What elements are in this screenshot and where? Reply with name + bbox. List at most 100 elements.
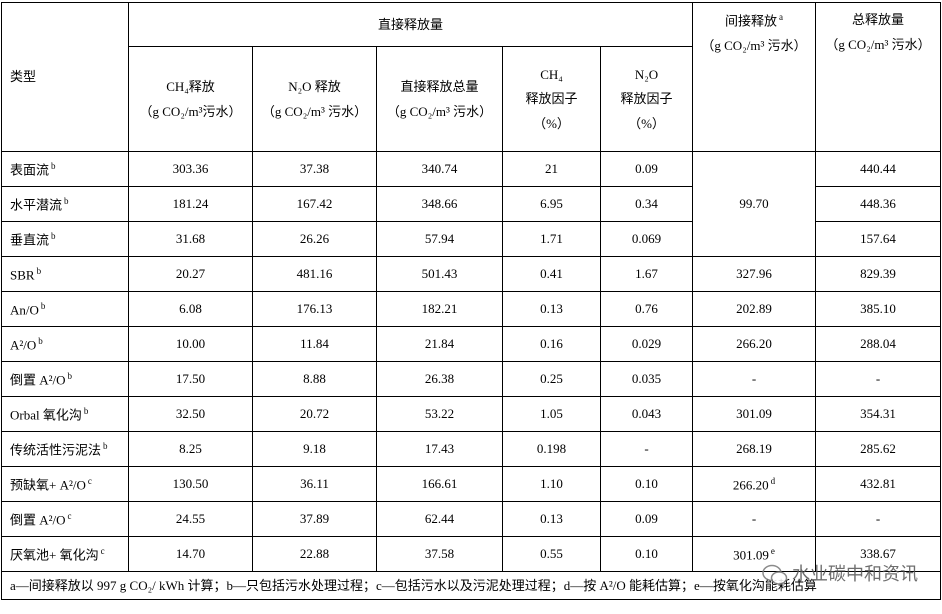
- total-cell: 285.62: [815, 431, 941, 467]
- footnote-marker: c: [100, 545, 105, 556]
- cell: 22.88: [252, 536, 377, 572]
- cell: 303.36: [128, 151, 253, 187]
- header-line: 释放因子: [525, 91, 578, 107]
- data-row: 倒置 A²/O b 17.50 8.88 26.38 0.25 0.035- -: [1, 361, 941, 397]
- data-row: A²/O b 10.00 11.84 21.84 0.16 0.029 266.20 288.0…: [1, 326, 941, 362]
- row-label: 垂直流 b: [1, 221, 129, 257]
- cell: 181.24: [128, 186, 253, 222]
- row-label: A²/O b: [1, 326, 129, 362]
- cell: 11.84: [252, 326, 377, 362]
- cell: 0.76: [600, 291, 693, 327]
- total-cell: -: [815, 501, 941, 537]
- total-cell: 385.10: [815, 291, 941, 327]
- data-row: 预缺氧+ A²/O c 130.50 36.11 166.61 1.10 0.10 266.2…: [1, 466, 941, 502]
- footnote-marker: e: [770, 545, 775, 556]
- indirect-cell: 266.20 d: [692, 466, 816, 502]
- header-line: （%）: [628, 115, 665, 131]
- cell: 9.18: [252, 431, 377, 467]
- row-type: 垂直流: [10, 231, 50, 247]
- row-type: 表面流: [10, 161, 50, 177]
- cell: 1.05: [502, 396, 601, 432]
- indirect-cell: -: [692, 501, 816, 537]
- cell-text: 327.96: [736, 266, 772, 282]
- header-line: N₂O: [634, 66, 659, 82]
- data-row: SBR b 20.27 481.16 501.43 0.41 1.67 327.96 829.3…: [1, 256, 941, 292]
- row-type: 倒置 A²/O: [10, 371, 66, 387]
- data-row: 表面流 b 303.36 37.38 340.74 21 0.09 99.70 440.44: [1, 151, 941, 257]
- footnote-marker: b: [51, 230, 56, 241]
- header-row: 类型 直接释放量 间接释放 a （g CO₂/m³ 污水） 总释放量 （g CO₂/m³ 污…: [1, 2, 941, 152]
- data-row: An/O b 6.08 176.13 182.21 0.13 0.76 202.89 385.1…: [1, 291, 941, 327]
- indirect-cell: 266.20: [692, 326, 816, 362]
- cell: 340.74: [376, 151, 503, 187]
- cell: 62.44: [376, 501, 503, 537]
- footnote-marker: b: [83, 405, 89, 416]
- cell: 0.09: [600, 501, 693, 537]
- footer-row: a—间接释放以 997 g CO₂/ kWh 计算；b—只包括污水处理过程；c—…: [1, 571, 941, 600]
- cell: 14.70: [128, 536, 253, 572]
- footnote-marker: b: [40, 300, 46, 311]
- cell: 24.55: [128, 501, 253, 537]
- total-cell: 338.67: [815, 536, 941, 572]
- cell: 0.41: [502, 256, 601, 292]
- header-text: 类型: [10, 69, 37, 85]
- cell: 36.11: [252, 466, 377, 502]
- row-label: Orbal 氧化沟 b: [1, 396, 129, 432]
- total-cell: 448.36: [815, 186, 941, 222]
- footnote-marker: c: [67, 510, 72, 521]
- cell: 10.00: [128, 326, 253, 362]
- total-cell: 829.39: [815, 256, 941, 292]
- cell: 20.72: [252, 396, 377, 432]
- cell: 37.58: [376, 536, 503, 572]
- total-cell: 288.04: [815, 326, 941, 362]
- cell: 0.34: [600, 186, 693, 222]
- cell: 57.94: [376, 221, 503, 257]
- cell: 166.61: [376, 466, 503, 502]
- row-label: SBR b: [1, 256, 129, 292]
- data-row: 水平潜流 b 181.24 167.42 348.66 6.95 0.34 448.36: [1, 186, 941, 222]
- data-row: 厌氧池+ 氧化沟 c 14.70 22.88 37.58 0.55 0.10 301.09 e 3…: [1, 536, 941, 572]
- cell: 0.10: [600, 536, 693, 572]
- header-line: （%）: [533, 115, 570, 131]
- cell: 130.50: [128, 466, 253, 502]
- cell: 31.68: [128, 221, 253, 257]
- footnote: a—间接释放以 997 g CO₂/ kWh 计算；b—只包括污水处理过程；c—…: [1, 571, 941, 600]
- row-type: 水平潜流: [10, 196, 63, 212]
- direct-group-header: 直接释放量: [128, 2, 693, 47]
- header-line: CH₄释放: [166, 78, 215, 94]
- watermark: 水业碳中和资讯: [762, 560, 918, 586]
- cell: 20.27: [128, 256, 253, 292]
- cell: 37.89: [252, 501, 377, 537]
- cell: 0.16: [502, 326, 601, 362]
- type-header: 类型: [1, 2, 129, 152]
- row-label: 倒置 A²/O b: [1, 361, 129, 397]
- row-type: 倒置 A²/O: [10, 511, 66, 527]
- cell-text: 202.89: [736, 301, 772, 317]
- header-line: （g CO₂/m³ 污水）: [261, 103, 368, 119]
- cell-text: 266.20: [732, 476, 769, 492]
- cell: 0.10: [600, 466, 693, 502]
- footnote-marker: c: [87, 475, 92, 486]
- cell: 53.22: [376, 396, 503, 432]
- header-line: （g CO₂/m³ 污水）: [386, 103, 493, 119]
- header-line: CH₄: [540, 66, 563, 82]
- cell: 1.67: [600, 256, 693, 292]
- cell: 6.95: [502, 186, 601, 222]
- column-header: CH₄释放 （g CO₂/m³污水）: [128, 46, 253, 152]
- row-type: 厌氧池+ 氧化沟: [10, 546, 99, 562]
- footnote-marker: b: [103, 440, 108, 451]
- cell: 501.43: [376, 256, 503, 292]
- cell: 1.10: [502, 466, 601, 502]
- row-type: 传统活性污泥法: [10, 441, 102, 457]
- column-header: N₂O 释放 （g CO₂/m³ 污水）: [252, 46, 377, 152]
- footnote-marker: b: [36, 265, 42, 276]
- cell: 0.09: [600, 151, 693, 187]
- cell: 0.55: [502, 536, 601, 572]
- footnote-marker: b: [64, 195, 69, 206]
- cell: 32.50: [128, 396, 253, 432]
- emission-table: 类型 直接释放量 间接释放 a （g CO₂/m³ 污水） 总释放量 （g CO₂/m³ 污…: [1, 2, 941, 600]
- cell: 37.38: [252, 151, 377, 187]
- footnote-marker: b: [51, 160, 56, 171]
- row-label: 倒置 A²/O c: [1, 501, 129, 537]
- cell: 0.13: [502, 291, 601, 327]
